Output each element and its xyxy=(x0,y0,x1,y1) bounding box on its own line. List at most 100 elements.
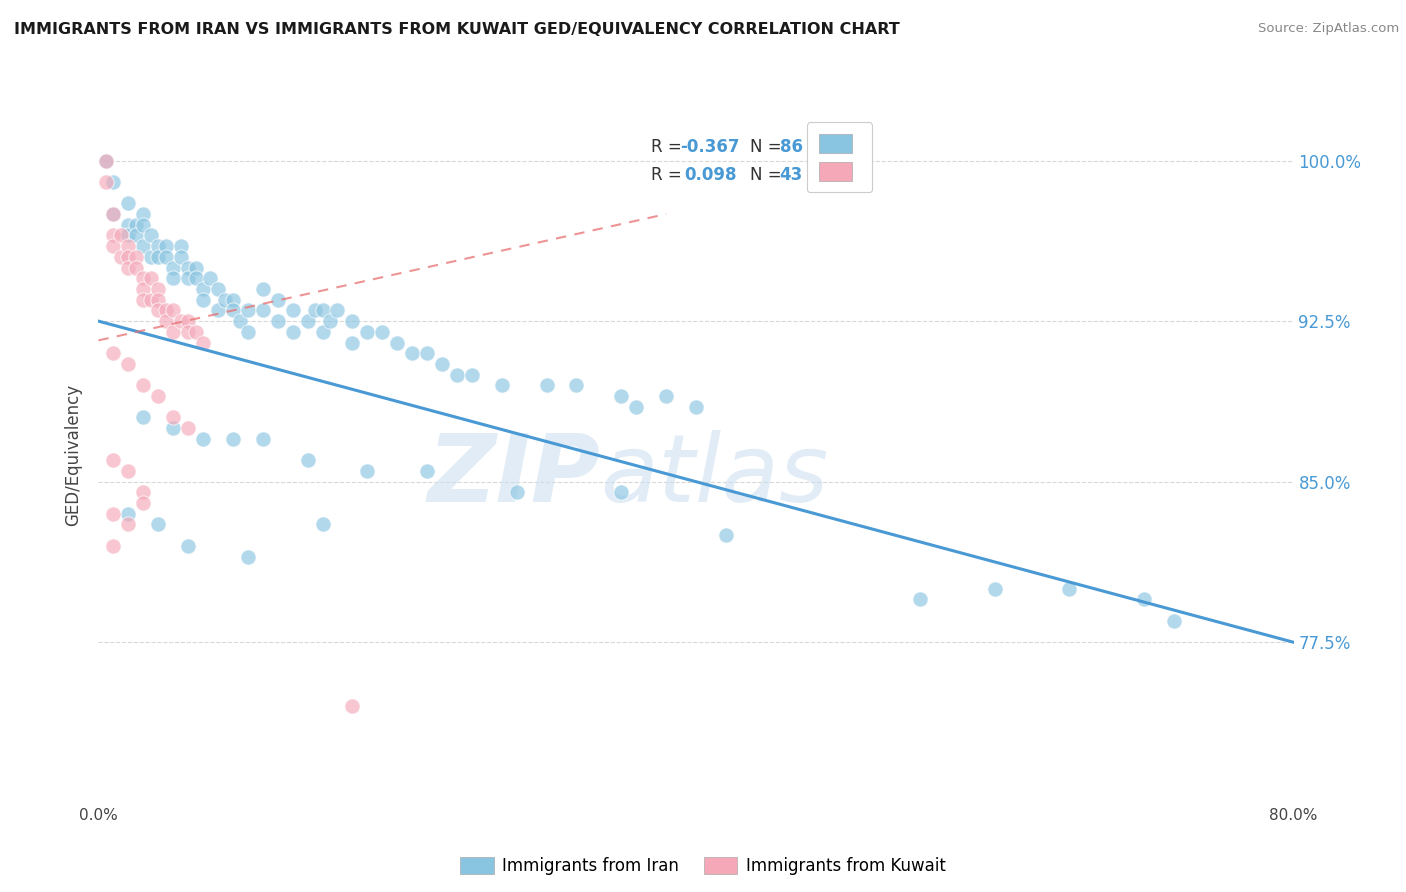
Text: Source: ZipAtlas.com: Source: ZipAtlas.com xyxy=(1258,22,1399,36)
Text: 43: 43 xyxy=(779,166,803,184)
Point xyxy=(132,239,155,253)
Point xyxy=(626,400,648,414)
Point xyxy=(94,153,117,168)
Point xyxy=(714,528,737,542)
Point xyxy=(356,325,378,339)
Point xyxy=(169,250,191,264)
Point xyxy=(191,335,214,350)
Point xyxy=(117,517,139,532)
Point xyxy=(491,378,513,392)
Point xyxy=(908,592,931,607)
Point xyxy=(385,335,409,350)
Point xyxy=(342,335,364,350)
Point xyxy=(103,539,125,553)
Point xyxy=(103,175,125,189)
Point xyxy=(229,314,252,328)
Point xyxy=(319,314,342,328)
Point xyxy=(610,389,633,403)
Point xyxy=(416,346,439,360)
Point xyxy=(148,303,170,318)
Point xyxy=(162,325,184,339)
Text: N =: N = xyxy=(749,166,786,184)
Point xyxy=(139,228,162,243)
Point xyxy=(117,228,139,243)
Text: 86: 86 xyxy=(779,138,803,156)
Point xyxy=(446,368,468,382)
Text: 0.098: 0.098 xyxy=(685,166,737,184)
Point xyxy=(207,282,229,296)
Point xyxy=(184,325,207,339)
Point xyxy=(162,410,184,425)
Point xyxy=(1059,582,1081,596)
Point xyxy=(162,260,184,275)
Legend: , : , xyxy=(807,122,872,193)
Point xyxy=(222,303,245,318)
Point xyxy=(236,303,259,318)
Point xyxy=(132,293,155,307)
Point xyxy=(94,175,117,189)
Point xyxy=(267,293,290,307)
Point xyxy=(132,485,155,500)
Point xyxy=(267,314,290,328)
Point xyxy=(281,325,304,339)
Point xyxy=(155,314,177,328)
Point xyxy=(103,207,125,221)
Point xyxy=(984,582,1007,596)
Point xyxy=(155,239,177,253)
Point xyxy=(177,539,200,553)
Point xyxy=(148,389,170,403)
Point xyxy=(214,293,236,307)
Point xyxy=(169,314,191,328)
Point xyxy=(110,228,132,243)
Point xyxy=(685,400,707,414)
Point xyxy=(430,357,453,371)
Point xyxy=(103,453,125,467)
Point xyxy=(1133,592,1156,607)
Point xyxy=(132,282,155,296)
Point xyxy=(162,303,184,318)
Point xyxy=(148,517,170,532)
Point xyxy=(222,432,245,446)
Point xyxy=(311,517,333,532)
Point xyxy=(117,218,139,232)
Point xyxy=(125,260,148,275)
Point xyxy=(139,250,162,264)
Point xyxy=(236,325,259,339)
Point xyxy=(401,346,423,360)
Point xyxy=(103,346,125,360)
Point xyxy=(236,549,259,564)
Point xyxy=(200,271,222,285)
Point xyxy=(222,293,245,307)
Point xyxy=(342,314,364,328)
Point xyxy=(117,239,139,253)
Point xyxy=(461,368,484,382)
Point xyxy=(184,271,207,285)
Point xyxy=(148,239,170,253)
Point xyxy=(191,432,214,446)
Point xyxy=(371,325,394,339)
Point xyxy=(117,260,139,275)
Text: R =: R = xyxy=(651,166,686,184)
Point xyxy=(177,421,200,435)
Point xyxy=(416,464,439,478)
Point xyxy=(169,239,191,253)
Text: atlas: atlas xyxy=(600,430,828,521)
Point xyxy=(177,325,200,339)
Point xyxy=(162,421,184,435)
Point xyxy=(311,325,333,339)
Point xyxy=(132,410,155,425)
Point xyxy=(132,207,155,221)
Point xyxy=(281,303,304,318)
Point xyxy=(155,250,177,264)
Text: ZIP: ZIP xyxy=(427,430,600,522)
Point xyxy=(565,378,588,392)
Point xyxy=(117,250,139,264)
Point xyxy=(297,453,319,467)
Text: -0.367: -0.367 xyxy=(681,138,740,156)
Point xyxy=(103,228,125,243)
Point xyxy=(125,228,148,243)
Point xyxy=(326,303,349,318)
Point xyxy=(191,293,214,307)
Point xyxy=(506,485,529,500)
Point xyxy=(94,153,117,168)
